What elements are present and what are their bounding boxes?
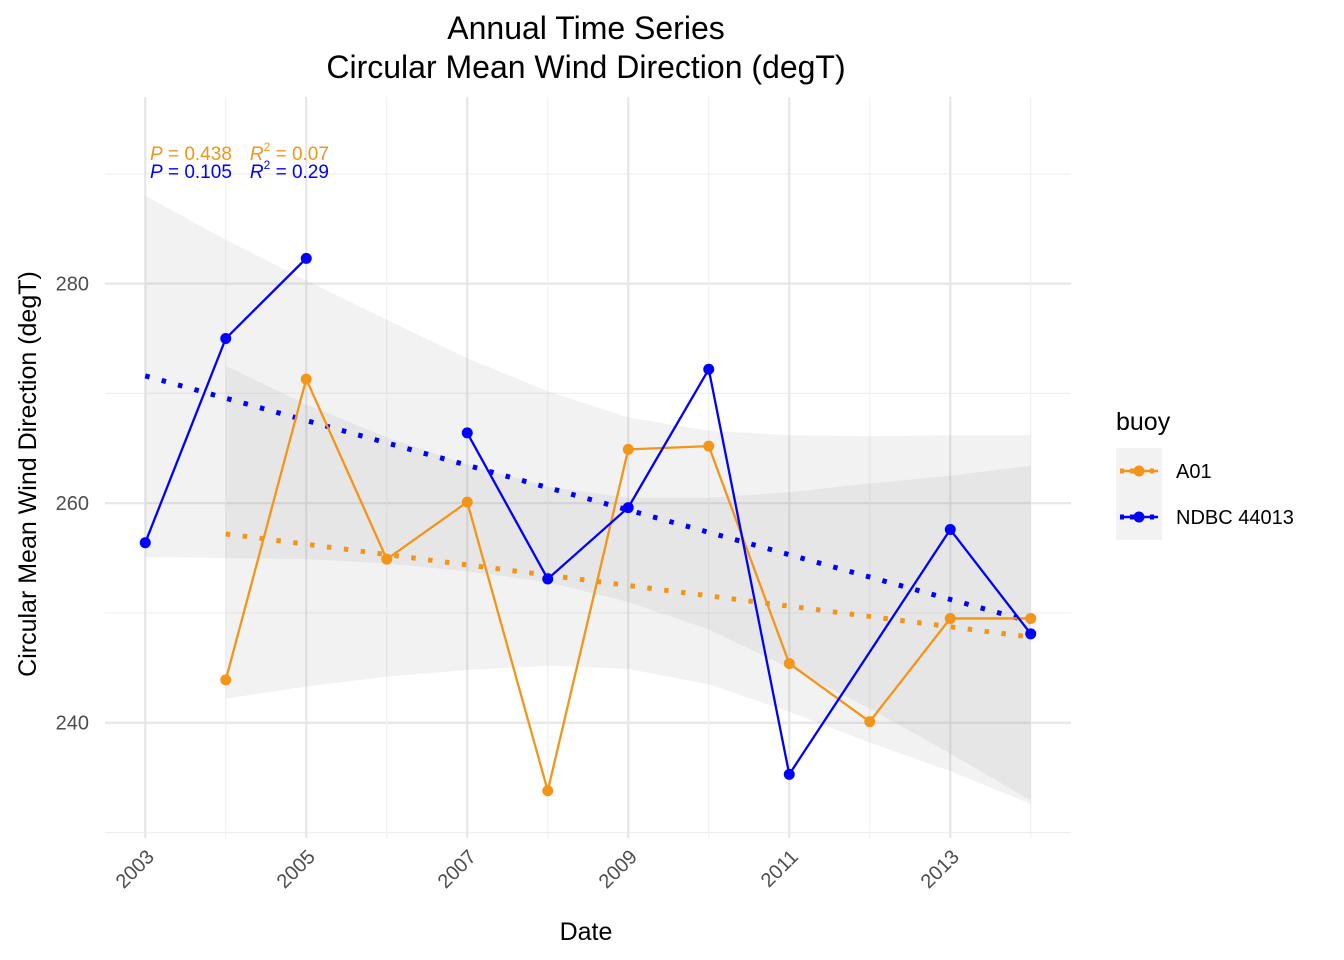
- a01-r2-value: = 0.07: [270, 144, 329, 165]
- data-point-a01: [622, 443, 634, 455]
- trend-lines: [144, 373, 1032, 640]
- data-point-ndbc-44013: [1025, 628, 1037, 640]
- y-tick-label: 240: [56, 713, 89, 735]
- x-tick-label: 2007: [434, 846, 481, 893]
- data-point-a01: [300, 373, 312, 385]
- legend-key-a01: [1120, 465, 1158, 477]
- legend-title: buoy: [1116, 408, 1171, 436]
- chart-subtitle: Circular Mean Wind Direction (degT): [326, 49, 845, 85]
- ndbc-p-value: = 0.105: [163, 162, 232, 183]
- y-axis-title: Circular Mean Wind Direction (degT): [14, 271, 42, 677]
- data-point-a01: [783, 657, 795, 669]
- data-point-a01: [1025, 612, 1037, 624]
- data-point-a01: [542, 785, 554, 797]
- legend-key-ndbc-point: [1133, 511, 1145, 523]
- chart-title: Annual Time Series: [447, 10, 724, 46]
- ndbc-p-label: P: [150, 162, 163, 183]
- x-tick-label: 2009: [595, 846, 642, 893]
- legend-key-background: [1116, 448, 1162, 540]
- ndbc-r2-label: R: [250, 162, 264, 183]
- x-tick-label: 2011: [757, 846, 803, 892]
- series-points: [139, 252, 1037, 797]
- data-point-ndbc-44013: [542, 573, 554, 585]
- data-point-ndbc-44013: [461, 427, 473, 439]
- legend-key-ndbc-44013: [1120, 511, 1158, 523]
- data-point-ndbc-44013: [944, 524, 956, 536]
- x-axis-title: Date: [560, 918, 613, 946]
- data-point-a01: [703, 440, 715, 452]
- data-point-ndbc-44013: [622, 502, 634, 514]
- data-point-ndbc-44013: [300, 252, 312, 264]
- ndbc-stat-label: P = 0.105 R2 = 0.29: [150, 158, 329, 183]
- x-tick-label: 2013: [917, 846, 964, 893]
- legend-label-ndbc-44013: NDBC 44013: [1176, 507, 1294, 529]
- y-tick-label: 260: [56, 493, 89, 515]
- a01-r2-sup: 2: [264, 140, 271, 154]
- data-point-ndbc-44013: [220, 333, 232, 345]
- legend-label-a01: A01: [1176, 461, 1212, 483]
- data-point-ndbc-44013: [703, 363, 715, 375]
- data-point-ndbc-44013: [139, 537, 151, 549]
- data-point-ndbc-44013: [783, 768, 795, 780]
- legend: buoy A01 NDBC 44013: [1116, 408, 1294, 540]
- x-tick-label: 2005: [273, 846, 320, 893]
- legend-key-a01-point: [1133, 465, 1145, 477]
- x-tick-label: 2003: [112, 846, 159, 893]
- data-point-a01: [381, 553, 393, 565]
- a01-r2-label: R: [250, 144, 264, 165]
- trend-line-ndbc-44013: [144, 373, 1032, 625]
- data-point-a01: [220, 674, 232, 686]
- confidence-band-a01: [225, 365, 1031, 804]
- data-point-a01: [864, 716, 876, 728]
- y-axis-ticks: 240 260 280: [56, 274, 89, 735]
- grid: [105, 97, 1071, 838]
- a01-stat-label: P = 0.438 R2 = 0.07: [150, 140, 329, 165]
- stat-annotations: P = 0.438 R2 = 0.07 P = 0.105 R2 = 0.29: [150, 140, 329, 183]
- data-point-a01: [944, 612, 956, 624]
- x-axis-ticks: 2003 2005 2007 2009 2011 2013: [112, 846, 964, 893]
- a01-p-label: P: [150, 144, 163, 165]
- ndbc-r2-value: = 0.29: [270, 162, 329, 183]
- a01-p-value: = 0.438: [163, 144, 232, 165]
- ndbc-r2-sup: 2: [264, 158, 271, 172]
- y-tick-label: 280: [56, 274, 89, 296]
- data-point-a01: [461, 496, 473, 508]
